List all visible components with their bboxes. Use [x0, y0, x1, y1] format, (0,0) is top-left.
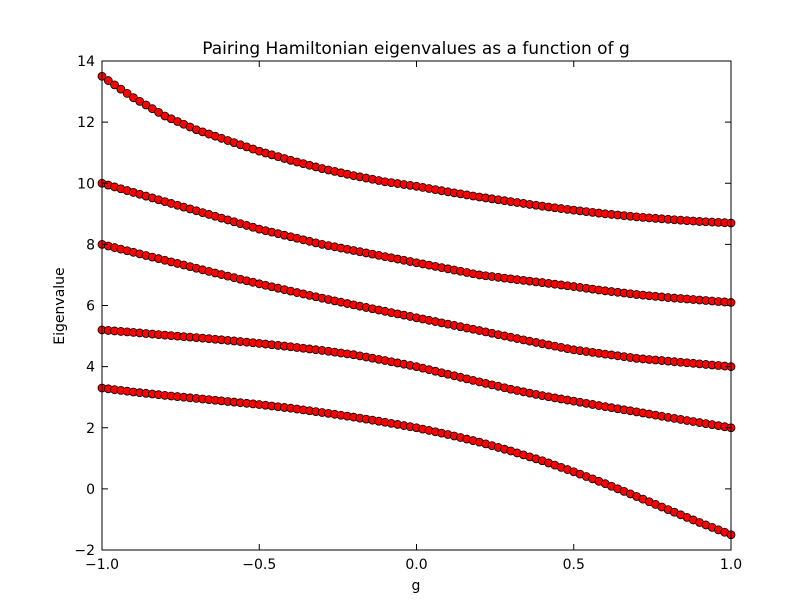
y-axis-label: Eigenvalue: [52, 267, 68, 344]
x-tick-label: −1.0: [85, 557, 119, 573]
x-axis-label: g: [412, 578, 421, 594]
y-tick-label: 12: [77, 115, 95, 131]
data-point: [116, 84, 126, 94]
data-point: [122, 88, 132, 98]
y-tick-label: 0: [86, 482, 95, 498]
plot-frame: [101, 60, 732, 551]
x-tick-label: 0.5: [563, 557, 585, 573]
x-tick-label: −0.5: [242, 557, 276, 573]
y-tick-label: 4: [86, 360, 95, 376]
series-2: [97, 325, 736, 433]
data-point: [110, 80, 119, 90]
x-tick-label: 1.0: [720, 557, 742, 573]
data-point: [103, 76, 113, 85]
data-points: [97, 71, 736, 540]
y-tick-label: 6: [86, 299, 95, 315]
axis-ticks: −1.0 −0.5 0.0 0.5 1.0 −2 0 2 4 6 8 10 12 14: [74, 54, 742, 573]
y-tick-label: −2: [74, 543, 95, 559]
series-1: [97, 383, 736, 540]
series-3: [97, 239, 736, 372]
series-5: [97, 71, 736, 228]
series-4: [97, 178, 736, 307]
chart-title: Pairing Hamiltonian eigenvalues as a fun…: [202, 39, 630, 59]
y-tick-label: 2: [86, 421, 95, 437]
x-tick-label: 0.0: [405, 557, 427, 573]
y-tick-label: 10: [77, 176, 95, 192]
y-tick-label: 8: [86, 237, 95, 253]
y-tick-label: 14: [77, 54, 95, 70]
